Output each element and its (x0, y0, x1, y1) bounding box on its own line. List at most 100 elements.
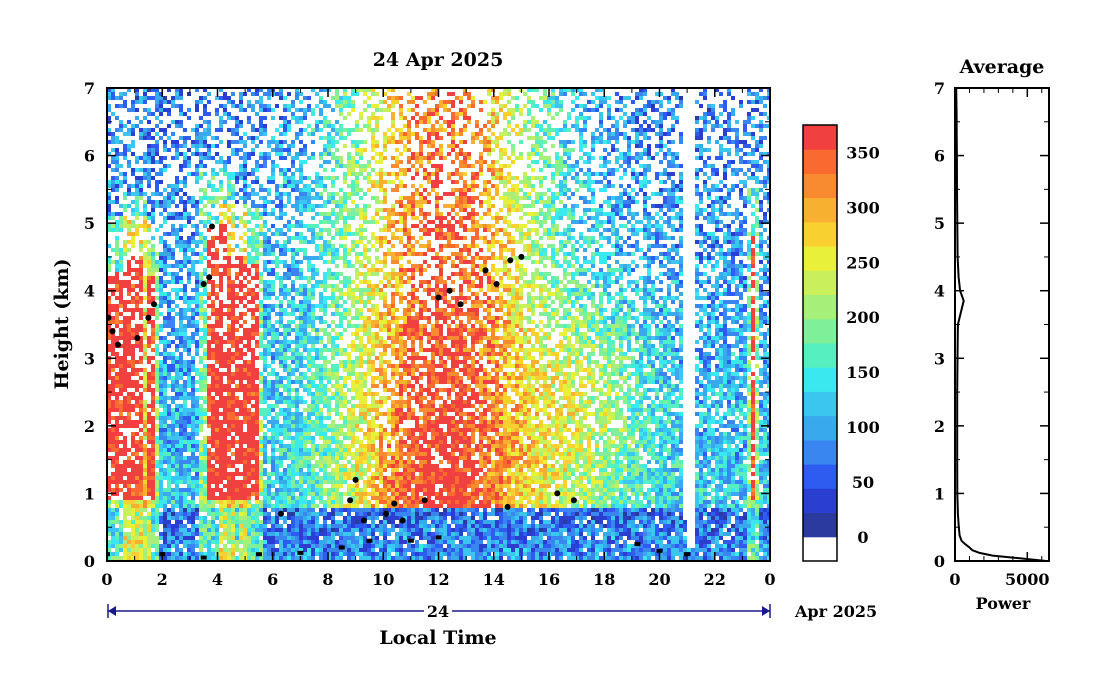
colorbar-segment (803, 294, 837, 320)
cloud-base-point (482, 267, 489, 274)
x-tick-label: 10 (372, 570, 394, 589)
colorbar-segment (803, 270, 837, 295)
main-x-axis: 0 2 4 6 8 10 12 14 16 18 20 22 0 (101, 88, 776, 589)
x-tick-label: 2 (157, 570, 168, 589)
cloud-base-point (399, 517, 406, 524)
x-tick-label: 20 (648, 570, 670, 589)
y-tick-label: 0 (84, 552, 95, 571)
average-x-axis-label: Power (976, 594, 1031, 613)
colorbar: 0 50 100 150 200 250 300 350 (802, 124, 880, 562)
cloud-base-point (421, 497, 428, 504)
backscatter-heatmap (107, 88, 770, 561)
avg-x-tick-label: 0 (949, 570, 960, 589)
avg-y-tick-label: 6 (934, 147, 945, 166)
avg-y-tick-label: 3 (934, 349, 945, 368)
x-tick-label: 16 (538, 570, 560, 589)
colorbar-tick-label: 100 (846, 418, 879, 437)
colorbar-tick-label: 300 (846, 198, 879, 217)
cloud-base-point (507, 257, 514, 264)
colorbar-segment (803, 512, 837, 538)
cloud-base-point (446, 287, 453, 294)
avg-y-tick-label: 5 (934, 214, 945, 233)
cloud-base-point (383, 510, 389, 517)
colorbar-segment (803, 439, 837, 465)
x-tick-label: 8 (322, 570, 333, 589)
average-y-axis: 0 1 2 3 4 5 6 7 (934, 79, 1049, 571)
cloud-base-point (145, 314, 152, 321)
cloud-base-point (554, 490, 561, 497)
cloud-base-point (151, 301, 157, 308)
colorbar-segment (803, 367, 837, 392)
cloud-base-point (435, 294, 442, 301)
colorbar-tick-label: 150 (846, 363, 879, 382)
mixing-layer-point (684, 552, 691, 557)
main-x-axis-label: Local Time (379, 627, 496, 649)
x-tick-label: 12 (427, 570, 449, 589)
cloud-base-point (360, 517, 367, 524)
cloud-base-point (134, 335, 141, 341)
avg-y-tick-label: 0 (934, 552, 945, 571)
y-tick-label: 6 (84, 147, 95, 166)
y-tick-label: 2 (84, 417, 95, 436)
x-tick-label: 18 (593, 570, 615, 589)
avg-y-tick-label: 7 (934, 79, 945, 98)
colorbar-segment (803, 488, 837, 513)
cloud-base-point (200, 281, 207, 287)
y-tick-label: 4 (84, 282, 95, 301)
mixing-layer-point (200, 555, 207, 560)
mixing-layer-point (435, 535, 442, 540)
y-tick-label: 3 (84, 349, 95, 368)
average-x-axis: 0 5000 (949, 88, 1050, 589)
colorbar-tick-label: 0 (857, 528, 868, 547)
colorbar-segment (803, 415, 837, 441)
average-chart-title: Average (959, 56, 1045, 78)
x-tick-label: 6 (267, 570, 278, 589)
x-tick-label: 4 (212, 570, 223, 589)
x-tick-label: 14 (483, 570, 505, 589)
colorbar-segment (803, 197, 837, 223)
main-y-axis-label: Height (km) (51, 259, 73, 390)
colorbar-segment (803, 246, 837, 271)
avg-y-tick-label: 1 (934, 484, 945, 503)
cloud-base-point (570, 497, 577, 504)
colorbar-tick-label: 350 (846, 144, 879, 163)
mixing-layer-point (634, 542, 641, 547)
cloud-base-point (518, 253, 525, 260)
x-tick-label: 22 (704, 570, 726, 589)
cloud-base-point (109, 328, 116, 335)
cloud-base-point (115, 341, 121, 348)
colorbar-segment (803, 464, 837, 489)
x-tick-label: 0 (764, 570, 775, 589)
colorbar-frame (802, 124, 838, 562)
colorbar-tick-label: 50 (852, 473, 874, 492)
y-tick-label: 7 (84, 79, 95, 98)
colorbar-segment (803, 125, 837, 150)
cloud-base-point (391, 500, 398, 507)
mixing-layer-point (656, 548, 663, 553)
colorbar-tick-label: 200 (846, 308, 879, 327)
colorbar-segment (803, 391, 837, 417)
average-power-line (955, 88, 1047, 561)
mixing-layer-point (407, 538, 414, 543)
cloud-base-point (206, 274, 213, 281)
date-bar-day-label: 24 (427, 602, 449, 621)
average-profile-plot (955, 88, 1047, 561)
average-plot-frame (954, 87, 1050, 562)
main-chart-title: 24 Apr 2025 (373, 49, 504, 71)
main-y-axis: 0 1 2 3 4 5 6 7 (84, 79, 770, 571)
colorbar-segment (803, 536, 837, 562)
mixing-layer-point (297, 550, 304, 555)
colorbar-segment (803, 149, 837, 174)
mixing-layer-point (366, 538, 373, 543)
colorbar-tick-label: 250 (846, 253, 879, 272)
date-bar-month-label: Apr 2025 (794, 602, 877, 621)
colorbar-segment (803, 343, 837, 368)
mixing-layer-point (338, 545, 345, 550)
cloud-base-point (352, 476, 359, 483)
date-bar (107, 603, 771, 619)
cloud-base-markers (107, 223, 577, 524)
avg-x-tick-label: 5000 (1005, 570, 1050, 589)
colorbar-segment (803, 173, 837, 199)
cloud-base-point (278, 510, 284, 517)
